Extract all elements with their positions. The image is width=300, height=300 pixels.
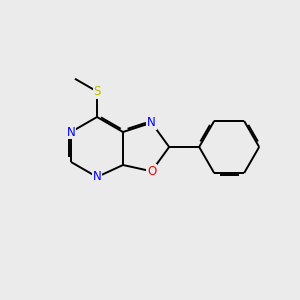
Text: S: S xyxy=(93,85,101,98)
Text: N: N xyxy=(147,116,156,129)
Text: O: O xyxy=(147,165,156,178)
Text: N: N xyxy=(67,125,75,139)
Text: N: N xyxy=(93,170,101,184)
